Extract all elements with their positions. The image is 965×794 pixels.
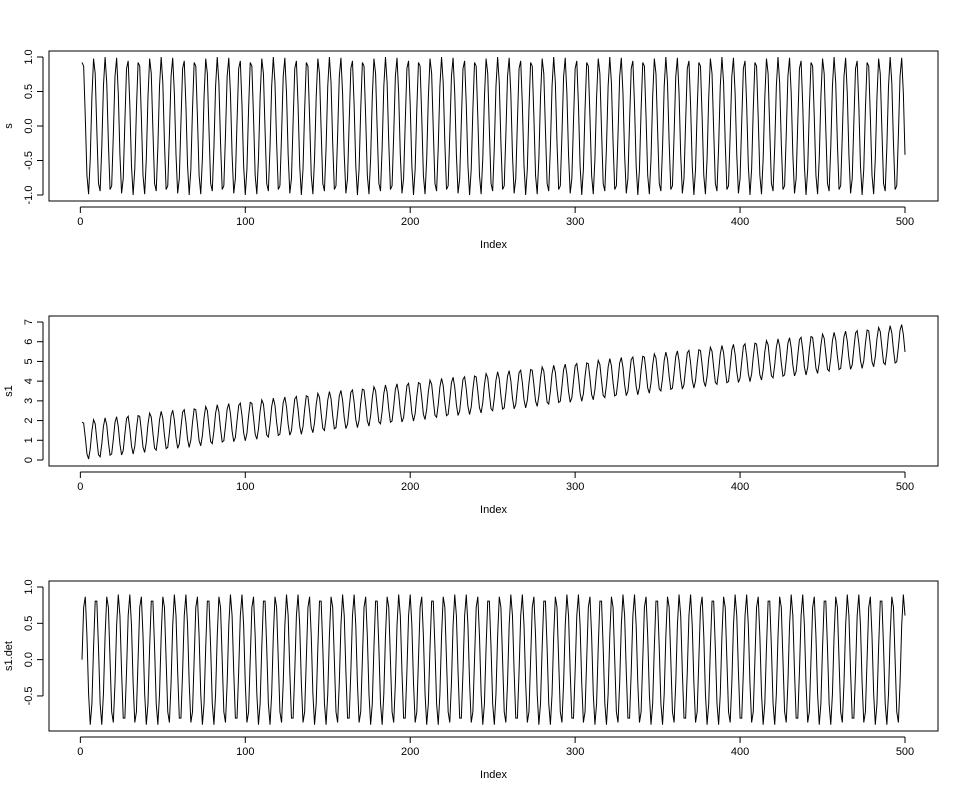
y-tick-label: 7: [23, 319, 35, 325]
x-tick-label: 400: [731, 481, 749, 493]
x-tick-label: 400: [731, 746, 749, 758]
y-tick-label: 1: [23, 437, 35, 443]
y-axis-label: s1: [3, 385, 15, 397]
y-axis-label: s: [3, 123, 15, 129]
y-tick-label: 1.0: [23, 49, 35, 64]
y-tick-label: 0.5: [23, 84, 35, 99]
plot-frame: [48, 50, 939, 202]
series-line-1: [81, 56, 906, 196]
x-axis-label: Index: [480, 504, 507, 516]
y-tick-label: 0: [23, 457, 35, 463]
x-tick-label: 200: [401, 746, 419, 758]
plot-frame: [48, 315, 939, 467]
y-tick-label: 0.5: [23, 616, 35, 631]
y-axis-label: s1.det: [3, 641, 15, 671]
y-tick-label: 1.0: [23, 579, 35, 594]
x-tick-label: 200: [401, 481, 419, 493]
y-tick-label: 5: [23, 358, 35, 364]
x-tick-label: 0: [77, 481, 83, 493]
x-tick-label: 0: [77, 216, 83, 228]
y-tick-label: -1.0: [23, 186, 35, 205]
y-tick-label: 6: [23, 339, 35, 345]
x-tick-label: 200: [401, 216, 419, 228]
y-tick-label: 2: [23, 418, 35, 424]
x-axis-label: Index: [480, 239, 507, 251]
y-tick-label: 0.0: [23, 118, 35, 133]
x-tick-label: 500: [896, 746, 914, 758]
x-axis-label: Index: [480, 769, 507, 781]
x-tick-label: 100: [236, 481, 254, 493]
plot-panel-2: 0 100 200 300 400 500 0 1 2 3 4 5 6 7 Index s1: [3, 315, 939, 516]
plot-panel-3: 0 100 200 300 400 500 -0.5 0.0 0.5 1.0 Index s1.det: [3, 579, 939, 781]
y-tick-label: 3: [23, 398, 35, 404]
y-tick-label: -0.5: [23, 686, 35, 705]
plot-panel-1: 0 100 200 300 400 500 -1.0 -0.5 0.0 0.5 1.0 Index s: [3, 49, 939, 251]
x-tick-label: 300: [566, 216, 584, 228]
x-tick-label: 100: [236, 216, 254, 228]
x-tick-label: 300: [566, 746, 584, 758]
y-tick-label: -0.5: [23, 151, 35, 170]
y-tick-label: 4: [23, 378, 35, 384]
x-tick-label: 500: [896, 216, 914, 228]
series-line-1: [81, 324, 906, 460]
x-tick-label: 400: [731, 216, 749, 228]
x-tick-label: 0: [77, 746, 83, 758]
y-tick-label: 0.0: [23, 652, 35, 667]
x-tick-label: 300: [566, 481, 584, 493]
x-tick-label: 100: [236, 746, 254, 758]
plot-frame: [48, 580, 939, 732]
series-line-1: [81, 594, 906, 725]
x-tick-label: 500: [896, 481, 914, 493]
